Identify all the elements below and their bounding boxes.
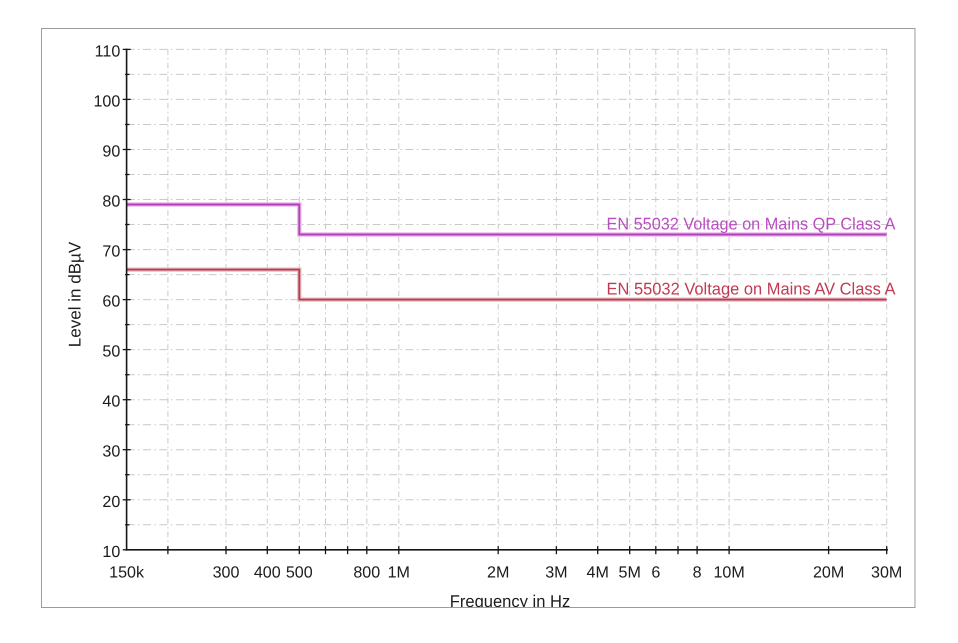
svg-text:1M: 1M xyxy=(388,564,410,582)
svg-text:110: 110 xyxy=(95,42,121,60)
svg-text:90: 90 xyxy=(102,143,120,161)
svg-text:50: 50 xyxy=(102,343,120,361)
svg-text:10: 10 xyxy=(102,543,120,561)
svg-text:10M: 10M xyxy=(713,564,744,582)
svg-text:80: 80 xyxy=(102,193,120,211)
svg-text:150k: 150k xyxy=(109,564,145,582)
svg-text:70: 70 xyxy=(102,243,120,261)
svg-text:4M: 4M xyxy=(587,564,609,582)
svg-text:800: 800 xyxy=(353,564,380,582)
svg-text:5M: 5M xyxy=(619,564,641,582)
svg-text:60: 60 xyxy=(102,293,120,311)
svg-text:6: 6 xyxy=(651,564,660,582)
svg-text:20: 20 xyxy=(102,493,120,511)
svg-text:Level in dBµV: Level in dBµV xyxy=(66,241,85,347)
svg-text:40: 40 xyxy=(102,393,120,411)
svg-text:2M: 2M xyxy=(487,564,509,582)
svg-text:300: 300 xyxy=(213,564,240,582)
svg-text:30M: 30M xyxy=(871,564,902,582)
svg-text:EN 55032 Voltage on Mains QP C: EN 55032 Voltage on Mains QP Class A xyxy=(607,214,897,233)
svg-text:400: 400 xyxy=(254,564,281,582)
svg-text:100: 100 xyxy=(93,92,120,110)
svg-text:Frequency in Hz: Frequency in Hz xyxy=(450,592,571,611)
svg-text:30: 30 xyxy=(102,443,120,461)
svg-text:8: 8 xyxy=(693,564,702,582)
svg-text:3M: 3M xyxy=(545,564,567,582)
svg-text:20M: 20M xyxy=(813,564,844,582)
svg-text:500: 500 xyxy=(286,564,313,582)
svg-text:EN 55032 Voltage on Mains AV C: EN 55032 Voltage on Mains AV Class A xyxy=(607,280,897,299)
